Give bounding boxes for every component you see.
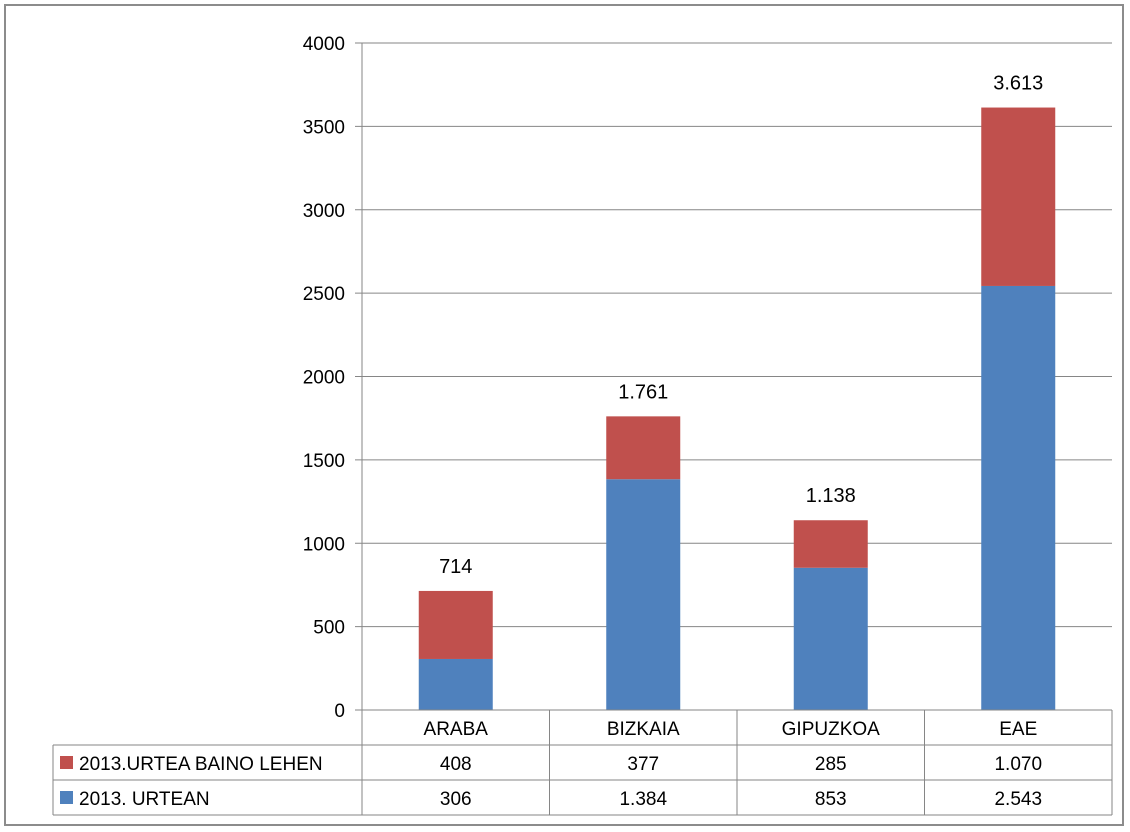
table-cell-eae-series-1: 1.070: [994, 754, 1042, 775]
table-cell-eae-series-0: 2.543: [994, 789, 1042, 810]
data-table: ARABA BIZKAIA GIPUZKOA EAE 2013.URTEA BAINO …: [52, 709, 1113, 816]
category-label-bizkaia: BIZKAIA: [607, 719, 680, 740]
y-tick-label: 3000: [303, 201, 345, 222]
bar-segment-araba-series-0: [418, 658, 493, 710]
y-tick-label: 3500: [303, 117, 345, 138]
bar-segment-bizkaia-series-1: [606, 416, 681, 480]
table-cell-araba-series-0: 306: [440, 789, 472, 810]
legend-swatch-series-0: [60, 791, 73, 804]
total-label-gipuzkoa: 1.138: [806, 485, 856, 507]
table-cell-gipuzkoa-series-0: 853: [815, 789, 847, 810]
legend-swatch-series-1: [60, 756, 73, 769]
total-label-araba: 714: [439, 556, 472, 578]
y-tick-label: 2000: [303, 368, 345, 389]
bars: [418, 107, 1056, 710]
legend-label-series-0: 2013. URTEAN: [79, 789, 210, 810]
category-label-gipuzkoa: GIPUZKOA: [782, 719, 881, 740]
y-tick-label: 500: [313, 618, 345, 639]
bar-segment-araba-series-1: [418, 590, 493, 659]
bar-segment-bizkaia-series-0: [606, 479, 681, 710]
category-label-eae: EAE: [999, 719, 1037, 740]
bar-segment-eae-series-0: [981, 285, 1056, 710]
category-label-araba: ARABA: [424, 719, 489, 740]
y-tick-label: 1000: [303, 534, 345, 555]
total-labels: 714 1.761 1.138 3.613: [439, 73, 1043, 578]
chart-frame: [4, 4, 1124, 826]
table-cell-araba-series-1: 408: [440, 754, 472, 775]
y-tick-label: 2500: [303, 284, 345, 305]
table-cell-gipuzkoa-series-1: 285: [815, 754, 847, 775]
y-tick-label: 1500: [303, 451, 345, 472]
y-tick-label: 4000: [303, 34, 345, 55]
bar-segment-eae-series-1: [981, 107, 1056, 286]
table-cell-bizkaia-series-1: 377: [627, 754, 659, 775]
y-axis-ticks: 0 500 1000 1500 2000 2500 3000 3500 4000: [303, 34, 345, 722]
legend-label-series-1: 2013.URTEA BAINO LEHEN: [79, 754, 323, 775]
bar-segment-gipuzkoa-series-1: [793, 520, 868, 568]
bar-segment-gipuzkoa-series-0: [793, 567, 868, 710]
table-cell-bizkaia-series-0: 1.384: [619, 789, 667, 810]
total-label-bizkaia: 1.761: [618, 381, 668, 403]
y-tick-label: 0: [334, 701, 345, 722]
total-label-eae: 3.613: [993, 73, 1043, 95]
